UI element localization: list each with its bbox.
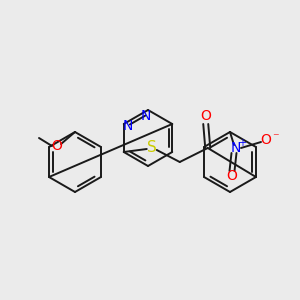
- Text: N: N: [123, 119, 133, 133]
- Text: O: O: [261, 133, 272, 147]
- Text: S: S: [147, 140, 157, 155]
- Text: +: +: [238, 138, 246, 148]
- Text: N: N: [231, 141, 241, 155]
- Text: ⁻: ⁻: [272, 131, 278, 145]
- Text: O: O: [52, 139, 62, 153]
- Text: O: O: [200, 109, 211, 123]
- Text: N: N: [141, 109, 151, 123]
- Text: O: O: [226, 169, 237, 183]
